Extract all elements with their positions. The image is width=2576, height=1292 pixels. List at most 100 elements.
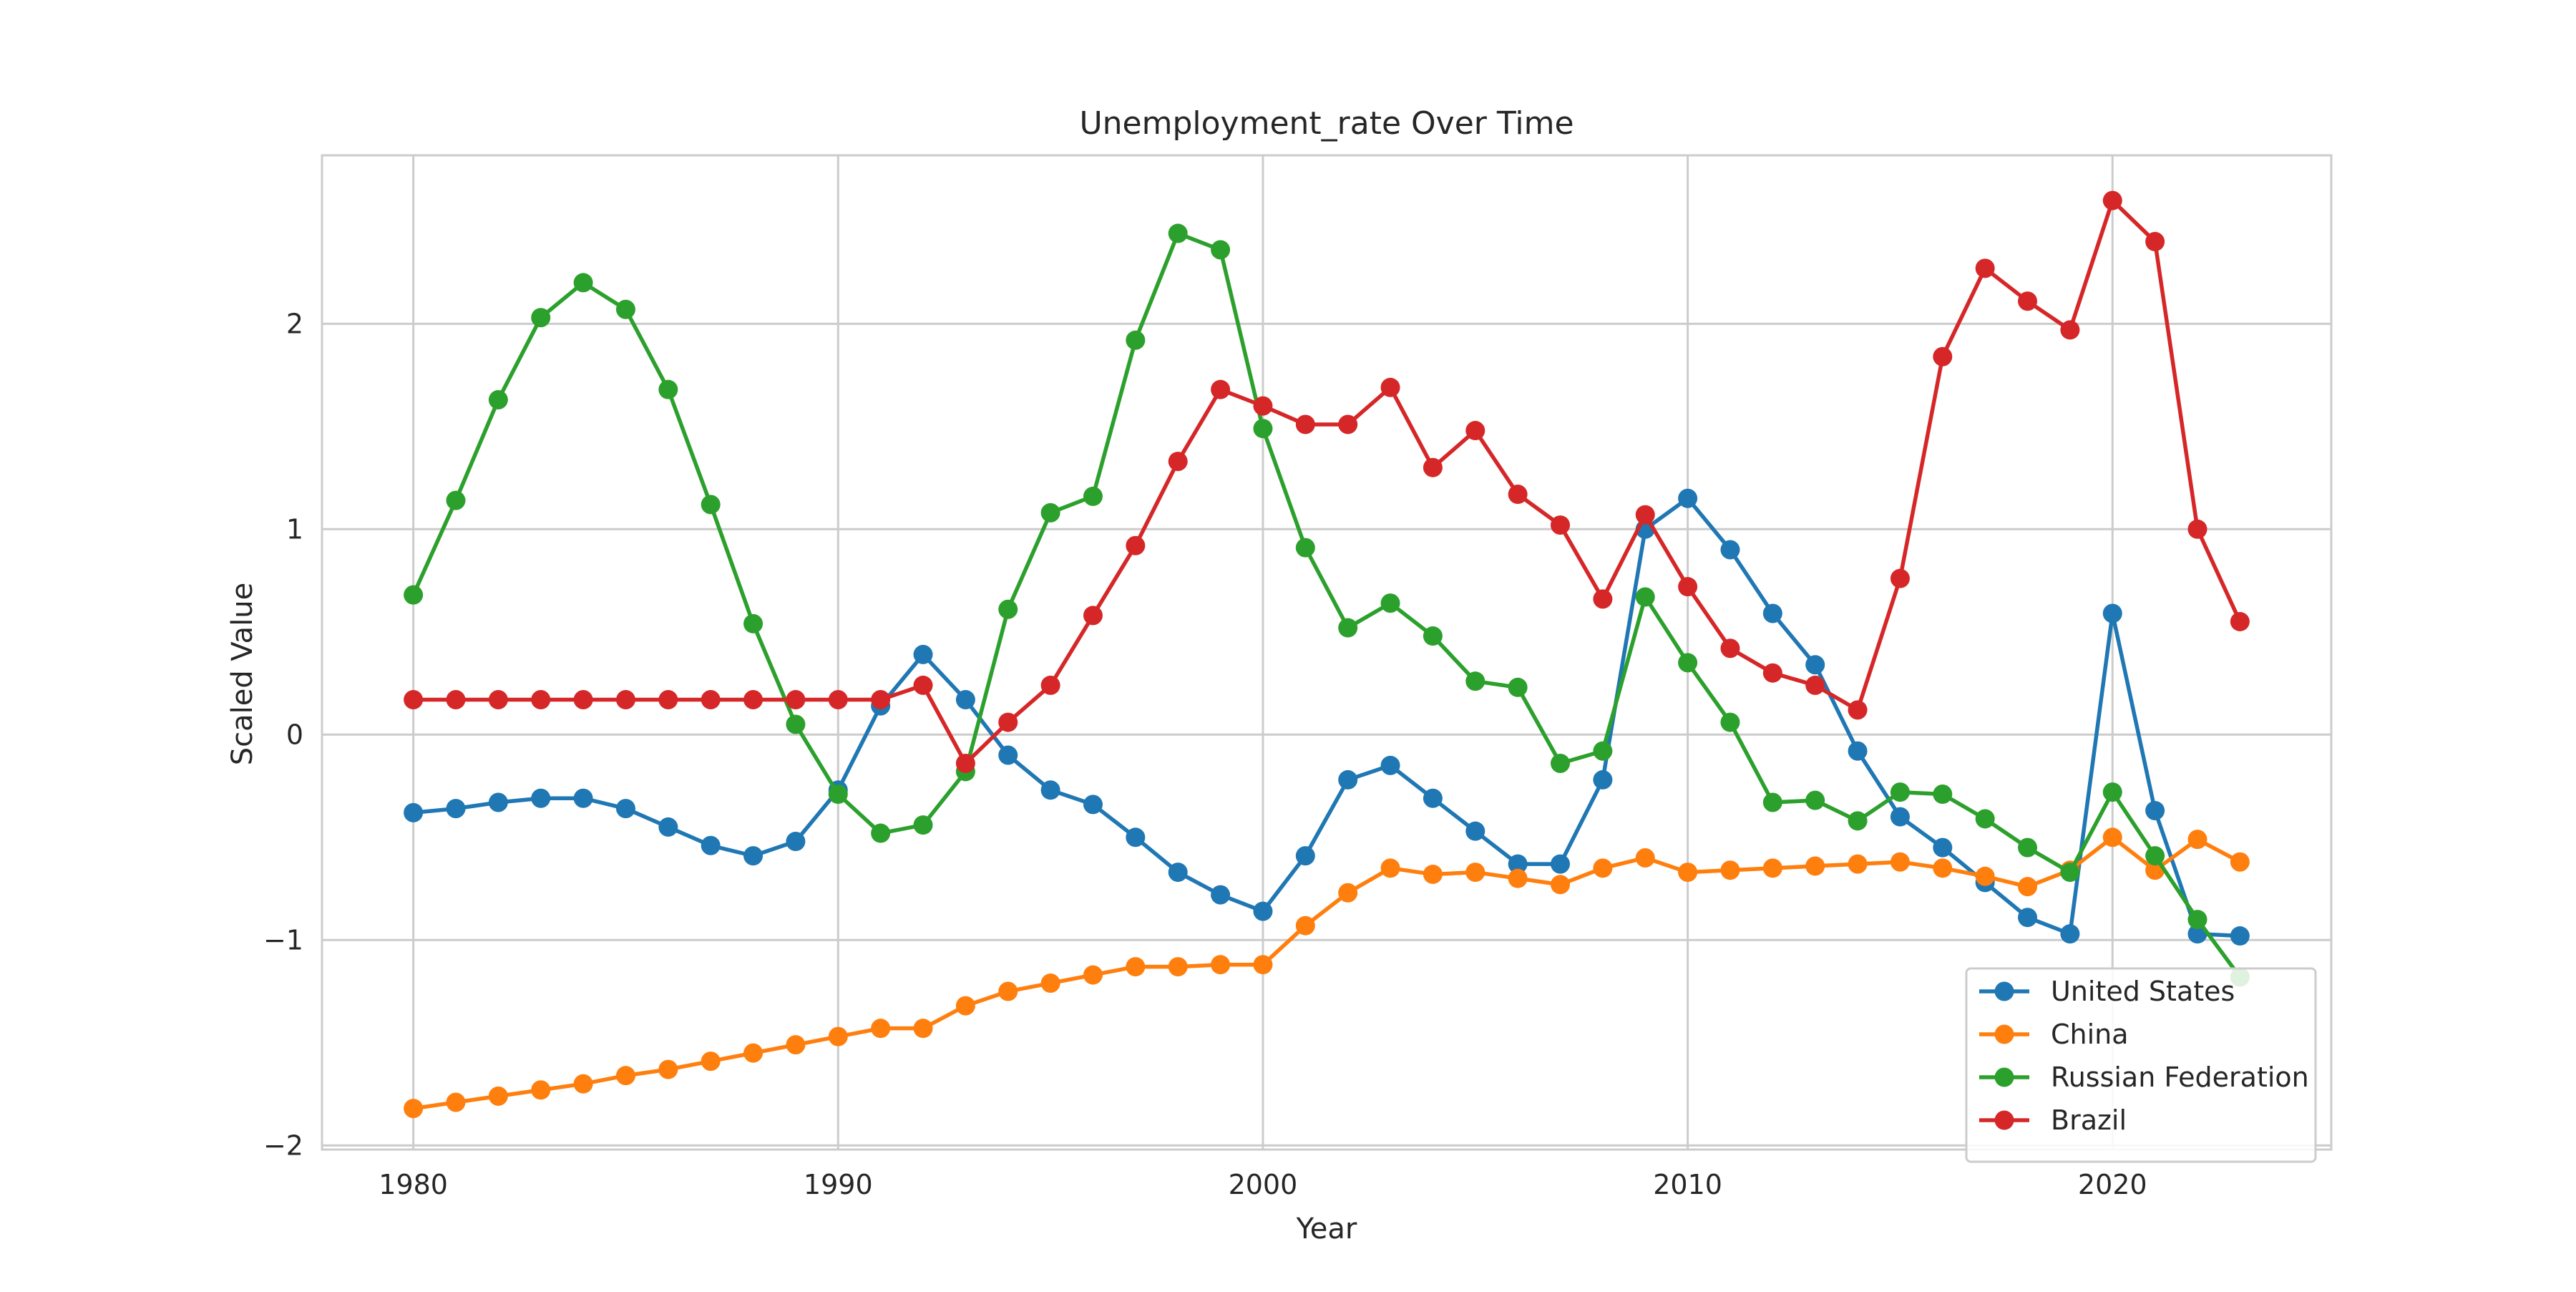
data-point xyxy=(2145,232,2165,252)
data-point xyxy=(2018,877,2038,897)
x-axis-label: Year xyxy=(1296,1213,1357,1245)
data-point xyxy=(573,690,593,710)
data-point xyxy=(871,823,891,843)
data-point xyxy=(1975,866,1995,886)
data-point xyxy=(1083,795,1103,815)
data-point xyxy=(1126,330,1146,350)
data-point xyxy=(531,1080,551,1100)
data-point xyxy=(1083,965,1103,985)
legend-label: Brazil xyxy=(2051,1104,2127,1136)
data-point xyxy=(1253,955,1273,975)
data-point xyxy=(1083,606,1103,626)
x-tick-label: 1980 xyxy=(379,1169,448,1200)
y-tick-label: 1 xyxy=(286,513,303,545)
legend: United States China Russian Federation Braz… xyxy=(1965,967,2317,1163)
x-tick-label: 2010 xyxy=(1653,1169,1722,1200)
data-point xyxy=(1295,846,1315,866)
data-point xyxy=(1551,515,1571,535)
legend-item: United States xyxy=(1979,976,2235,1007)
data-point xyxy=(998,745,1018,765)
data-point xyxy=(1762,858,1782,878)
data-point xyxy=(446,1092,466,1112)
data-point xyxy=(658,379,678,399)
gridlines xyxy=(322,155,2331,1150)
data-point xyxy=(701,495,721,515)
data-point xyxy=(1635,505,1655,525)
data-point xyxy=(1890,852,1910,872)
data-point xyxy=(2230,926,2250,946)
data-point xyxy=(1126,535,1146,555)
data-point xyxy=(488,1086,508,1106)
data-point xyxy=(1295,414,1315,434)
data-point xyxy=(1168,223,1188,243)
data-point xyxy=(1635,847,1655,868)
data-point xyxy=(1168,957,1188,977)
data-point xyxy=(1253,419,1273,439)
data-point xyxy=(1168,863,1188,883)
data-point xyxy=(2187,910,2207,930)
data-point xyxy=(488,390,508,410)
y-axis-label: Scaled Value xyxy=(226,583,259,766)
data-point xyxy=(488,690,508,710)
data-point xyxy=(1848,700,1868,720)
data-point xyxy=(998,712,1018,732)
data-point xyxy=(1380,858,1400,878)
data-point xyxy=(1678,488,1698,508)
data-point xyxy=(1678,653,1698,673)
data-point xyxy=(1933,785,1953,805)
data-point xyxy=(404,585,424,605)
data-point xyxy=(1508,677,1528,697)
data-point xyxy=(701,690,721,710)
data-point xyxy=(658,817,678,837)
data-point xyxy=(1423,864,1443,884)
data-point xyxy=(658,690,678,710)
data-point xyxy=(913,815,933,835)
data-point xyxy=(1040,675,1060,695)
y-tick-label: 2 xyxy=(286,308,303,339)
plot-frame xyxy=(321,154,2333,1151)
data-point xyxy=(1805,675,1825,695)
data-point xyxy=(2230,852,2250,872)
data-point xyxy=(828,785,848,805)
data-point xyxy=(1720,860,1740,880)
data-point xyxy=(1805,790,1825,810)
data-point xyxy=(1380,377,1400,397)
data-point xyxy=(2230,611,2250,631)
data-point xyxy=(1126,827,1146,847)
series-layer xyxy=(404,190,2250,1119)
data-point xyxy=(658,1059,678,1079)
x-tick-label: 2020 xyxy=(2078,1169,2147,1200)
data-point xyxy=(1465,671,1485,691)
data-point xyxy=(1720,540,1740,560)
data-point xyxy=(1380,593,1400,613)
data-point xyxy=(955,996,975,1016)
data-point xyxy=(701,1051,721,1072)
data-point xyxy=(743,1043,763,1063)
x-tick-label: 2000 xyxy=(1229,1169,1298,1200)
legend-item: China xyxy=(1979,1019,2129,1050)
data-point xyxy=(1253,901,1273,921)
series-brazil xyxy=(404,190,2250,773)
data-point xyxy=(1126,957,1146,977)
data-point xyxy=(2187,830,2207,850)
data-point xyxy=(913,1019,933,1039)
data-point xyxy=(1083,486,1103,506)
data-point xyxy=(1593,741,1613,761)
data-point xyxy=(1423,626,1443,646)
data-point xyxy=(404,802,424,822)
data-point xyxy=(955,753,975,773)
data-point xyxy=(573,273,593,293)
legend-box xyxy=(1965,967,2317,1163)
data-point xyxy=(1423,788,1443,808)
data-point xyxy=(1168,452,1188,472)
data-point xyxy=(786,832,806,852)
data-point xyxy=(1465,421,1485,441)
legend-label: China xyxy=(2051,1019,2129,1050)
data-point xyxy=(2102,827,2122,847)
data-point xyxy=(2145,846,2165,866)
data-point xyxy=(573,1074,593,1094)
legend-marker xyxy=(1994,981,2014,1001)
series-russian-federation xyxy=(404,223,2250,987)
data-point xyxy=(615,799,635,819)
data-point xyxy=(1295,915,1315,936)
